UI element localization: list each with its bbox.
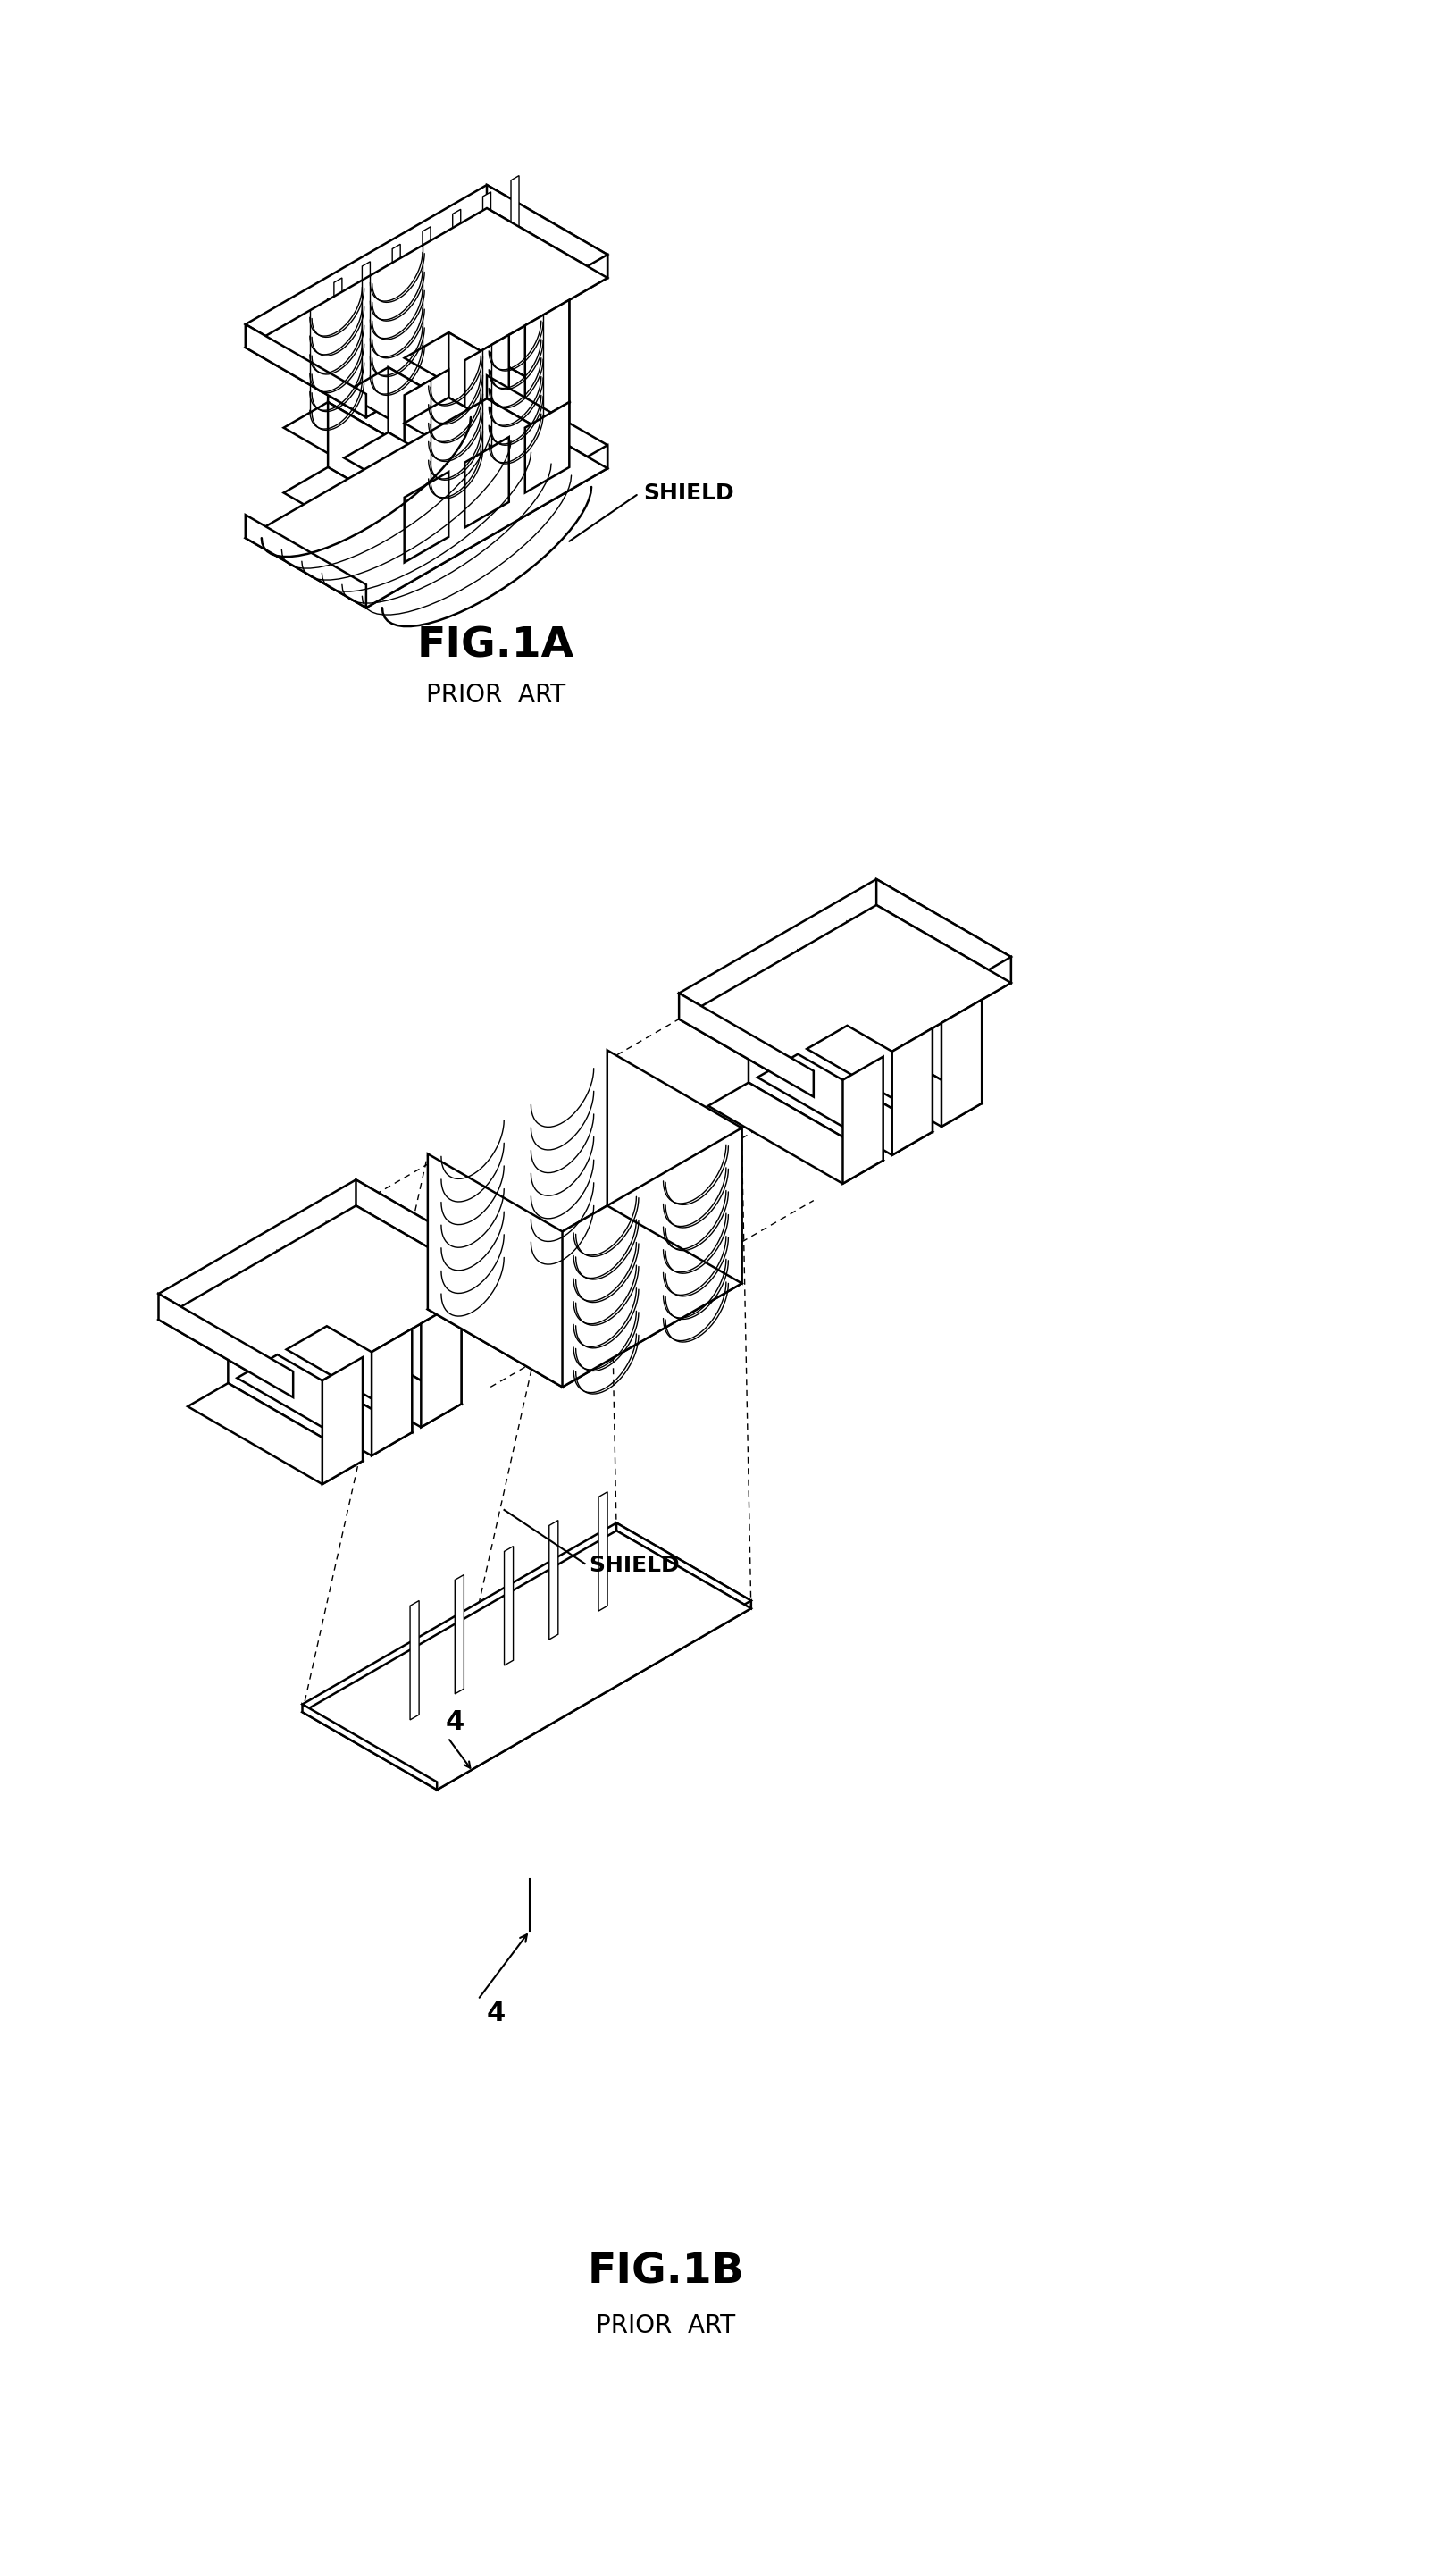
Polygon shape xyxy=(598,1491,607,1612)
Polygon shape xyxy=(284,468,448,563)
Polygon shape xyxy=(303,1522,751,1783)
Polygon shape xyxy=(303,1530,751,1791)
Polygon shape xyxy=(326,1223,462,1404)
Polygon shape xyxy=(229,1279,363,1461)
Polygon shape xyxy=(526,402,569,494)
Polygon shape xyxy=(464,335,510,463)
Polygon shape xyxy=(464,437,510,527)
Polygon shape xyxy=(757,1054,932,1156)
Polygon shape xyxy=(293,1259,491,1397)
Polygon shape xyxy=(708,1082,884,1184)
Polygon shape xyxy=(437,1601,751,1791)
Polygon shape xyxy=(405,333,569,427)
Text: 4: 4 xyxy=(486,2000,505,2026)
Polygon shape xyxy=(355,1179,491,1284)
Polygon shape xyxy=(748,980,884,1161)
Polygon shape xyxy=(287,1325,462,1427)
Polygon shape xyxy=(371,1328,412,1456)
Polygon shape xyxy=(411,1601,419,1719)
Polygon shape xyxy=(807,1026,981,1126)
Polygon shape xyxy=(511,177,518,240)
Polygon shape xyxy=(877,880,1010,982)
Polygon shape xyxy=(237,1356,412,1456)
Text: PRIOR  ART: PRIOR ART xyxy=(596,2312,735,2338)
Polygon shape xyxy=(278,1251,412,1432)
Polygon shape xyxy=(486,184,607,279)
Polygon shape xyxy=(454,1576,464,1693)
Polygon shape xyxy=(303,1704,437,1791)
Polygon shape xyxy=(843,1056,884,1184)
Polygon shape xyxy=(562,1128,741,1386)
Polygon shape xyxy=(893,1028,932,1156)
Polygon shape xyxy=(814,957,1010,1097)
Polygon shape xyxy=(942,1000,981,1126)
Polygon shape xyxy=(159,1294,293,1397)
Polygon shape xyxy=(453,210,460,274)
Polygon shape xyxy=(159,1205,491,1397)
Polygon shape xyxy=(526,299,569,427)
Polygon shape xyxy=(678,880,1010,1072)
Polygon shape xyxy=(188,1384,363,1484)
Polygon shape xyxy=(405,368,448,496)
Polygon shape xyxy=(405,471,448,563)
Polygon shape xyxy=(421,1299,462,1427)
Polygon shape xyxy=(428,1154,562,1386)
Polygon shape xyxy=(616,1522,751,1609)
Polygon shape xyxy=(448,230,569,402)
Polygon shape xyxy=(607,1051,741,1284)
Polygon shape xyxy=(344,368,510,463)
Polygon shape xyxy=(504,1545,514,1665)
Polygon shape xyxy=(405,396,569,494)
Polygon shape xyxy=(284,402,448,496)
Polygon shape xyxy=(678,993,814,1097)
Text: FIG.1B: FIG.1B xyxy=(587,2251,744,2292)
Polygon shape xyxy=(365,445,607,609)
Polygon shape xyxy=(344,432,510,527)
Polygon shape xyxy=(246,207,607,417)
Polygon shape xyxy=(365,256,607,417)
Polygon shape xyxy=(678,906,1010,1097)
Text: FIG.1A: FIG.1A xyxy=(416,627,575,665)
Polygon shape xyxy=(159,1179,491,1371)
Polygon shape xyxy=(428,1205,741,1386)
Polygon shape xyxy=(246,184,607,394)
Text: 4: 4 xyxy=(446,1709,464,1734)
Polygon shape xyxy=(246,514,365,609)
Polygon shape xyxy=(246,325,365,417)
Polygon shape xyxy=(798,952,932,1131)
Polygon shape xyxy=(422,228,431,292)
Polygon shape xyxy=(483,192,491,256)
Polygon shape xyxy=(333,279,342,343)
Polygon shape xyxy=(363,261,370,327)
Polygon shape xyxy=(486,376,607,468)
Polygon shape xyxy=(389,266,510,437)
Polygon shape xyxy=(322,1358,363,1484)
Polygon shape xyxy=(328,299,448,471)
Polygon shape xyxy=(448,333,569,468)
Polygon shape xyxy=(246,399,607,609)
Polygon shape xyxy=(389,368,510,501)
Polygon shape xyxy=(328,402,448,537)
Text: SHIELD: SHIELD xyxy=(644,483,734,504)
Text: PRIOR  ART: PRIOR ART xyxy=(427,683,565,709)
Polygon shape xyxy=(549,1519,558,1640)
Polygon shape xyxy=(847,921,981,1102)
Text: SHIELD: SHIELD xyxy=(590,1555,680,1576)
Polygon shape xyxy=(392,243,400,310)
